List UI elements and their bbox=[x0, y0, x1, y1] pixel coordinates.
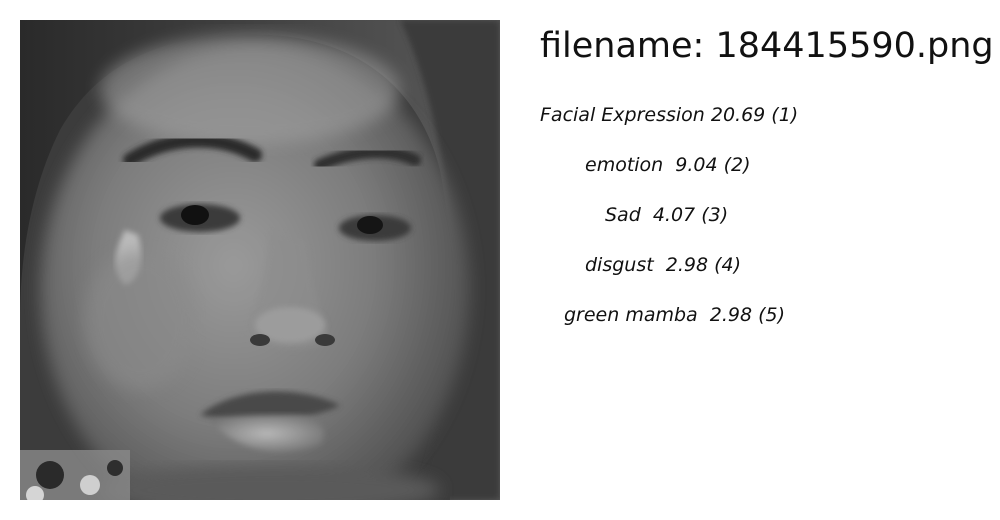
prediction-item-5: green mamba 2.98 (5) bbox=[564, 304, 786, 326]
prediction-item-2: emotion 9.04 (2) bbox=[585, 154, 751, 176]
prediction-item-4: disgust 2.98 (4) bbox=[585, 254, 742, 276]
filename-title: filename: 184415590.png bbox=[540, 26, 994, 66]
face-photo-icon bbox=[20, 20, 500, 500]
prediction-list: Facial Expression 20.69 (1) emotion 9.04… bbox=[540, 100, 980, 340]
prediction-item-3: Sad 4.07 (3) bbox=[605, 204, 729, 226]
face-photo bbox=[20, 20, 500, 500]
prediction-item-1: Facial Expression 20.69 (1) bbox=[540, 104, 799, 126]
